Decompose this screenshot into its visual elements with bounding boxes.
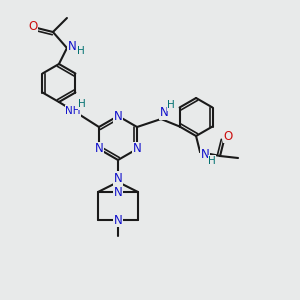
Text: N: N	[114, 185, 122, 199]
Text: O: O	[28, 20, 38, 32]
Text: H: H	[78, 99, 86, 109]
Text: N: N	[201, 148, 209, 160]
Text: NH: NH	[65, 106, 81, 116]
Text: N: N	[94, 142, 103, 155]
Text: N: N	[68, 40, 76, 52]
Text: N: N	[114, 172, 122, 184]
Text: O: O	[224, 130, 233, 142]
Text: N: N	[114, 214, 122, 226]
Text: N: N	[114, 110, 122, 122]
Text: N: N	[160, 106, 168, 119]
Text: H: H	[77, 46, 85, 56]
Text: H: H	[208, 156, 216, 166]
Text: N: N	[133, 142, 141, 155]
Text: H: H	[167, 100, 175, 110]
